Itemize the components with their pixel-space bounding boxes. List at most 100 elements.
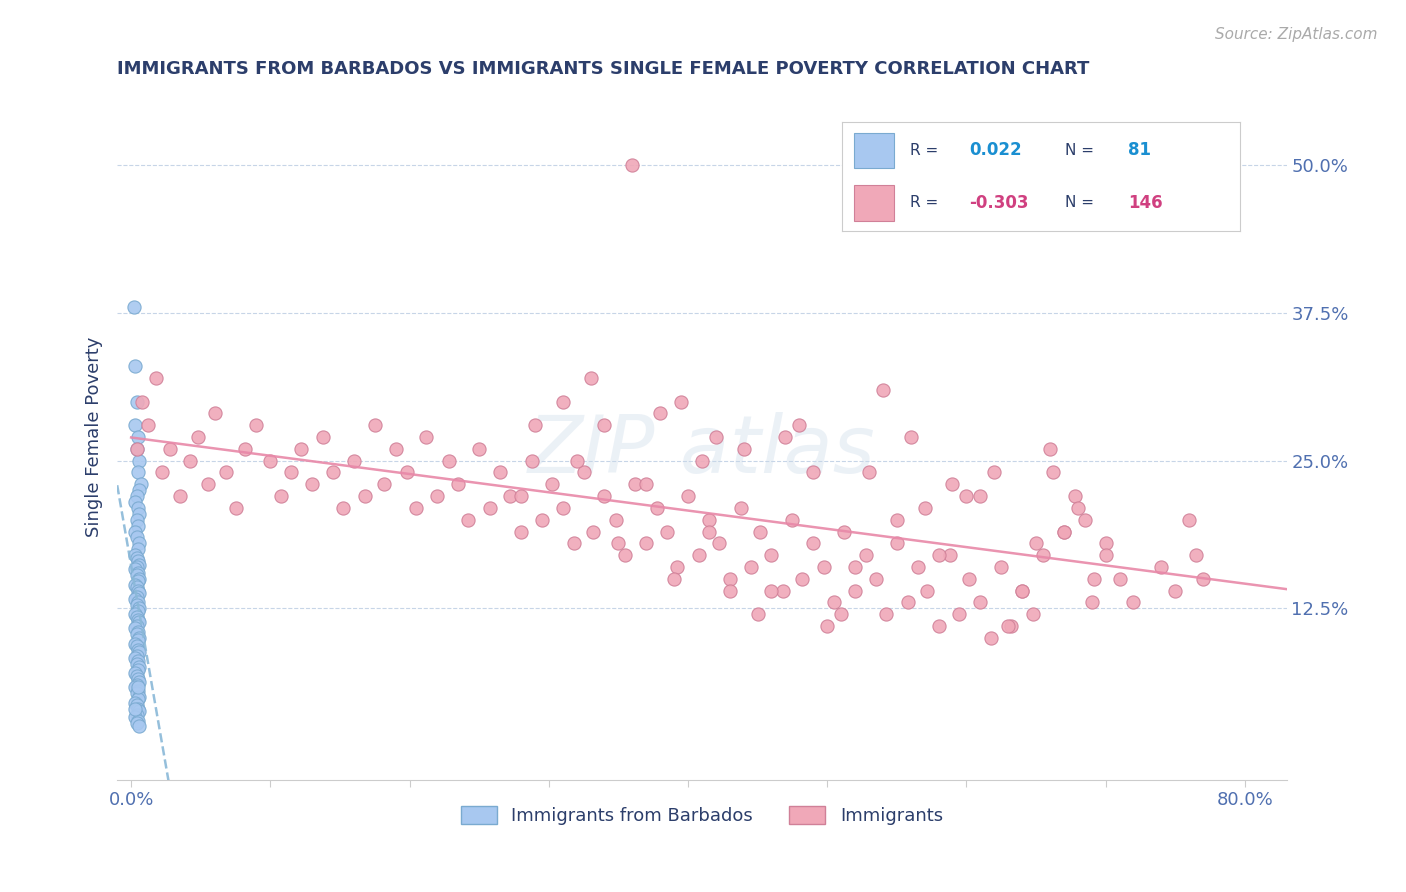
Point (938, 548, 960, 562)
Point (704, 430, 727, 444)
Point (128, 660, 150, 674)
Point (1067, 500, 1090, 515)
Point (1094, 536, 1116, 550)
Point (790, 572, 813, 586)
Point (128, 674, 150, 689)
Point (415, 430, 437, 444)
Point (733, 442, 755, 456)
Point (312, 430, 335, 444)
Point (551, 500, 574, 515)
Point (897, 595, 920, 609)
Point (125, 568, 148, 582)
Point (384, 442, 406, 456)
Point (990, 560, 1012, 574)
Point (280, 466, 302, 480)
Point (593, 418, 616, 433)
Point (1064, 489, 1087, 503)
Point (127, 633, 149, 648)
Point (530, 513, 553, 527)
Point (127, 574, 149, 589)
Point (124, 548, 146, 562)
Point (125, 715, 148, 730)
Point (128, 483, 150, 498)
Point (128, 558, 150, 572)
Point (523, 418, 546, 433)
Point (225, 500, 247, 515)
Point (426, 489, 449, 503)
Point (468, 442, 491, 456)
Point (332, 500, 354, 515)
Point (128, 601, 150, 615)
Point (125, 627, 148, 641)
Point (259, 453, 281, 467)
Point (1083, 572, 1105, 586)
Point (621, 158, 644, 172)
Point (125, 531, 148, 545)
Point (844, 560, 866, 574)
Point (551, 394, 574, 409)
Point (582, 524, 605, 539)
Point (128, 704, 150, 718)
Point (125, 590, 148, 604)
Point (270, 489, 292, 503)
Point (145, 371, 167, 385)
Point (886, 513, 908, 527)
Point (124, 495, 146, 509)
Point (124, 702, 146, 716)
Point (688, 548, 710, 562)
Point (969, 489, 991, 503)
Point (131, 394, 153, 409)
Legend: Immigrants from Barbados, Immigrants: Immigrants from Barbados, Immigrants (454, 798, 950, 832)
Point (125, 609, 148, 624)
Point (1192, 572, 1215, 586)
Point (128, 690, 150, 704)
Point (127, 613, 149, 627)
Point (928, 619, 950, 633)
Point (1011, 583, 1033, 598)
Point (124, 359, 146, 373)
Point (136, 418, 159, 433)
Point (914, 500, 936, 515)
Point (290, 442, 312, 456)
Point (127, 466, 149, 480)
Point (761, 583, 783, 598)
Point (479, 500, 502, 515)
Point (128, 719, 150, 733)
Point (650, 406, 672, 420)
Point (128, 507, 150, 521)
Point (1108, 572, 1130, 586)
Point (969, 595, 991, 609)
Point (125, 550, 148, 565)
Point (740, 560, 762, 574)
Point (125, 686, 148, 700)
Point (605, 513, 627, 527)
Point (124, 562, 146, 576)
Point (124, 681, 146, 695)
Point (1000, 619, 1022, 633)
Point (875, 607, 897, 622)
Point (125, 560, 148, 574)
Point (718, 572, 741, 586)
Point (128, 536, 150, 550)
Point (127, 655, 149, 669)
Point (127, 672, 149, 686)
Point (125, 489, 148, 503)
Point (509, 489, 531, 503)
Point (395, 466, 418, 480)
Point (125, 648, 148, 663)
Point (872, 383, 894, 397)
Point (801, 536, 824, 550)
Point (607, 536, 630, 550)
Point (1185, 548, 1208, 562)
Point (127, 430, 149, 444)
Point (124, 524, 146, 539)
Point (697, 524, 720, 539)
Point (957, 572, 980, 586)
Point (124, 696, 146, 710)
Point (301, 477, 323, 491)
Point (343, 453, 366, 467)
Point (520, 453, 543, 467)
Point (125, 668, 148, 682)
Point (747, 607, 769, 622)
Point (636, 536, 658, 550)
